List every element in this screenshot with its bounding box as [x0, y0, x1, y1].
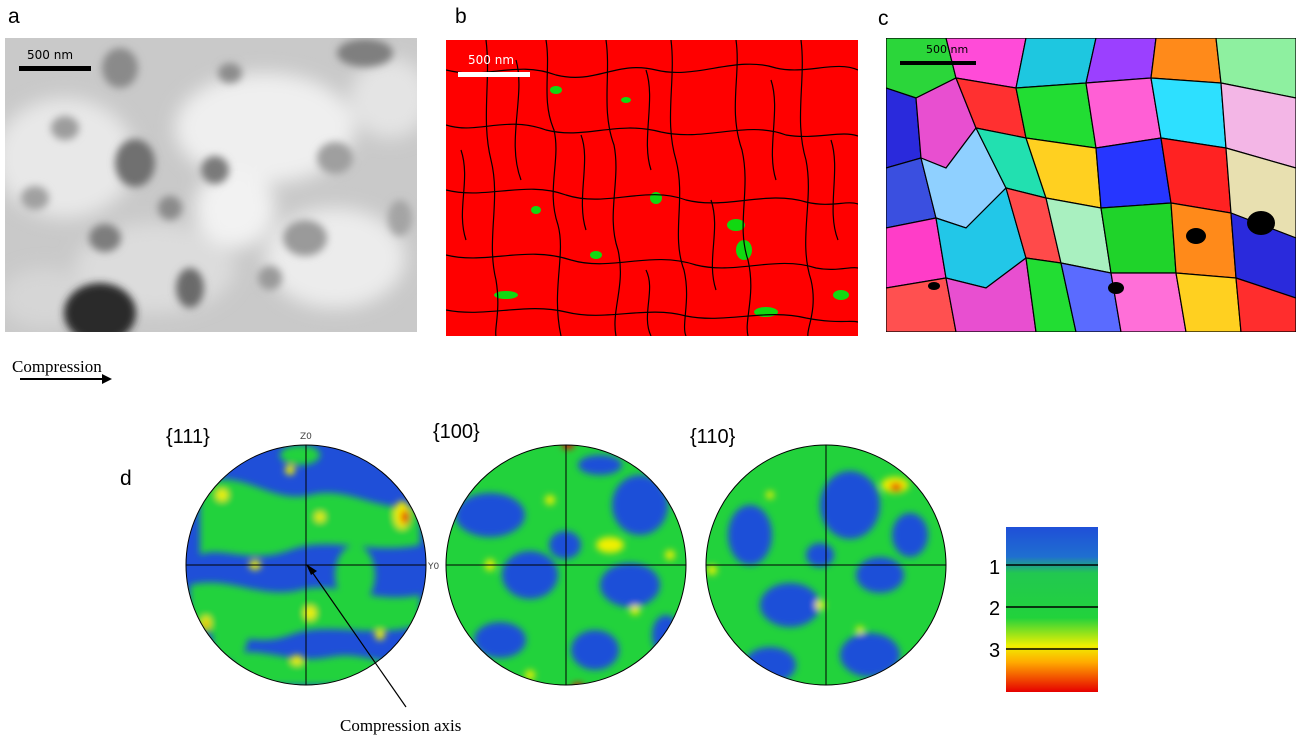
panel-letter-a: a	[8, 5, 20, 28]
pole-figure-label-111: {111}	[166, 426, 210, 448]
scale-bar-label-a: 500 nm	[27, 48, 74, 62]
orientation-map-svg	[886, 38, 1296, 332]
colorbar-tick-3: 3	[989, 640, 1001, 662]
compression-axis-label: Compression axis	[340, 716, 462, 735]
pole-figure-label-100: {100}	[433, 421, 480, 443]
pole-figure-111: Z0 Y0	[185, 432, 439, 686]
compression-axis-pointer	[309, 568, 407, 708]
panel-letter-d: d	[120, 467, 132, 490]
pole-figure-label-110: {110}	[690, 426, 736, 448]
tem-micrograph: 500 nm	[5, 38, 417, 332]
pole-figure-110	[705, 444, 947, 686]
scale-bar-label-b: 500 nm	[468, 53, 515, 67]
tem-image-svg	[5, 38, 417, 332]
phase-map-svg	[446, 40, 858, 336]
scale-bar-label-c: 500 nm	[926, 43, 969, 56]
compression-arrow	[20, 374, 112, 384]
colorbar-tick-2: 2	[989, 598, 1001, 620]
intensity-colorbar	[1006, 527, 1098, 692]
phase-map: 500 nm	[446, 40, 858, 336]
axis-label-z0: Z0	[300, 432, 312, 442]
panel-letter-b: b	[455, 5, 467, 28]
orientation-map: 500 nm	[886, 38, 1296, 332]
pole-figures: Z0 Y0	[185, 432, 947, 708]
panel-letter-c: c	[878, 7, 889, 30]
compression-label: Compression	[12, 357, 102, 376]
colorbar-tick-1: 1	[989, 557, 1001, 579]
axis-label-y0: Y0	[427, 562, 439, 572]
pole-figure-100	[445, 444, 687, 686]
